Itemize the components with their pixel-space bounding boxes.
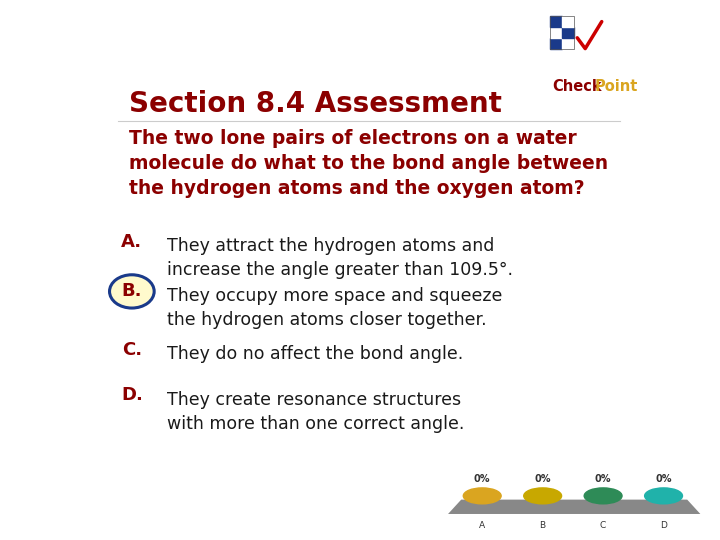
Circle shape [463,488,501,504]
Text: 0%: 0% [655,474,672,484]
Text: Point: Point [595,79,639,94]
Bar [562,16,575,27]
Text: The two lone pairs of electrons on a water
molecule do what to the bond angle be: The two lone pairs of electrons on a wat… [129,129,608,198]
Text: Section 8.4 Assessment: Section 8.4 Assessment [129,90,502,118]
Text: A.: A. [121,233,143,251]
Circle shape [523,488,562,504]
Bar [550,38,562,49]
Text: C: C [600,521,606,530]
Text: They create resonance structures
with more than one correct angle.: They create resonance structures with mo… [167,391,464,433]
Text: They attract the hydrogen atoms and
increase the angle greater than 109.5°.: They attract the hydrogen atoms and incr… [167,238,513,279]
Text: 0%: 0% [474,474,490,484]
Text: They do no affect the bond angle.: They do no affect the bond angle. [167,346,463,363]
Text: C.: C. [122,341,142,359]
Text: 0%: 0% [534,474,551,484]
Bar [550,27,562,38]
Text: A: A [479,521,485,530]
Text: They occupy more space and squeeze
the hydrogen atoms closer together.: They occupy more space and squeeze the h… [167,287,503,329]
Text: B: B [539,521,546,530]
Polygon shape [448,500,701,514]
Text: D.: D. [121,386,143,404]
Bar [550,16,562,27]
Text: 0%: 0% [595,474,611,484]
Text: B.: B. [122,282,142,300]
Circle shape [109,275,154,308]
Circle shape [584,488,622,504]
Bar [550,16,575,49]
Text: Check: Check [552,79,602,94]
Circle shape [644,488,683,504]
Bar [562,27,575,38]
Text: D: D [660,521,667,530]
Bar [562,38,575,49]
